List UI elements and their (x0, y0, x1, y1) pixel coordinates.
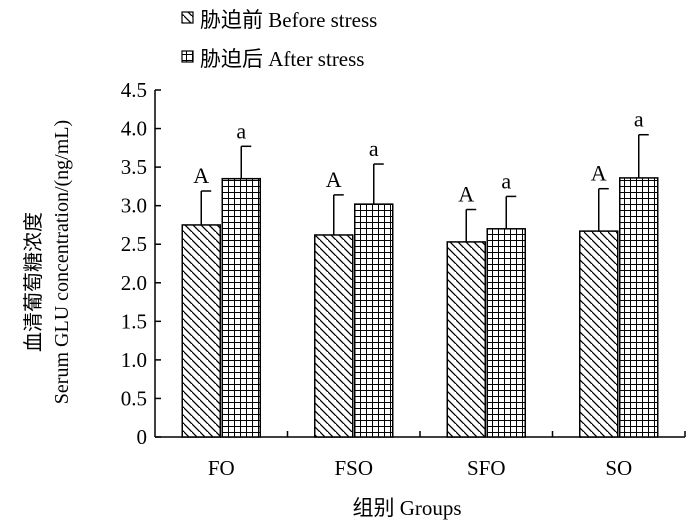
y-tick-label: 0 (137, 425, 148, 449)
y-tick-label: 1.5 (121, 309, 147, 333)
bar-after-so (619, 177, 659, 438)
y-tick-label: 4.5 (121, 78, 147, 102)
significance-label: A (458, 182, 474, 207)
legend-swatch-before (181, 11, 194, 24)
y-tick-label: 1.0 (121, 348, 147, 372)
y-axis-label-cn: 血清葡萄糖浓度 (22, 212, 45, 352)
legend-swatch-after (181, 50, 194, 63)
y-tick-label: 0.5 (121, 386, 147, 410)
significance-label: a (501, 168, 511, 193)
y-tick-label: 3.5 (121, 155, 147, 179)
significance-label: A (326, 167, 342, 192)
significance-label: a (369, 136, 379, 161)
bar-after-fo (221, 177, 261, 438)
bar-after-fso (354, 203, 394, 438)
x-axis-label: 组别 Groups (352, 496, 461, 520)
x-tick-label: FO (208, 456, 235, 480)
significance-label: a (236, 118, 246, 143)
legend: 胁迫前 Before stress 胁迫后 After stress (181, 8, 377, 71)
y-axis-label: 血清葡萄糖浓度 Serum GLU concentration/(ng/mL) (22, 120, 73, 404)
significance-label: A (193, 163, 209, 188)
bar-before-fo (181, 224, 221, 438)
bar-after-sfo (486, 228, 526, 438)
bar-before-so (579, 230, 619, 438)
bar-before-sfo (446, 241, 486, 438)
y-tick-label: 4.0 (121, 117, 147, 141)
y-tick-label: 2.5 (121, 232, 147, 256)
significance-label: a (634, 107, 644, 132)
bar-before-fso (314, 234, 354, 438)
x-tick-label: SO (605, 456, 632, 480)
y-tick-label: 3.0 (121, 194, 147, 218)
legend-label-before: 胁迫前 Before stress (200, 8, 377, 32)
y-axis-label-en: Serum GLU concentration/(ng/mL) (51, 120, 73, 404)
x-tick-label: SFO (467, 456, 506, 480)
bars: Aa Aa Aa Aa (181, 107, 659, 438)
significance-label: A (591, 161, 607, 186)
x-tick-label: FSO (334, 456, 373, 480)
y-tick-label: 2.0 (121, 271, 147, 295)
y-ticks: 0 0.5 1.0 1.5 2.0 2.5 3.0 3.5 4.0 4.5 (121, 78, 161, 449)
legend-label-after: 胁迫后 After stress (200, 47, 364, 71)
x-ticks: FO FSO SFO SO (208, 431, 686, 480)
